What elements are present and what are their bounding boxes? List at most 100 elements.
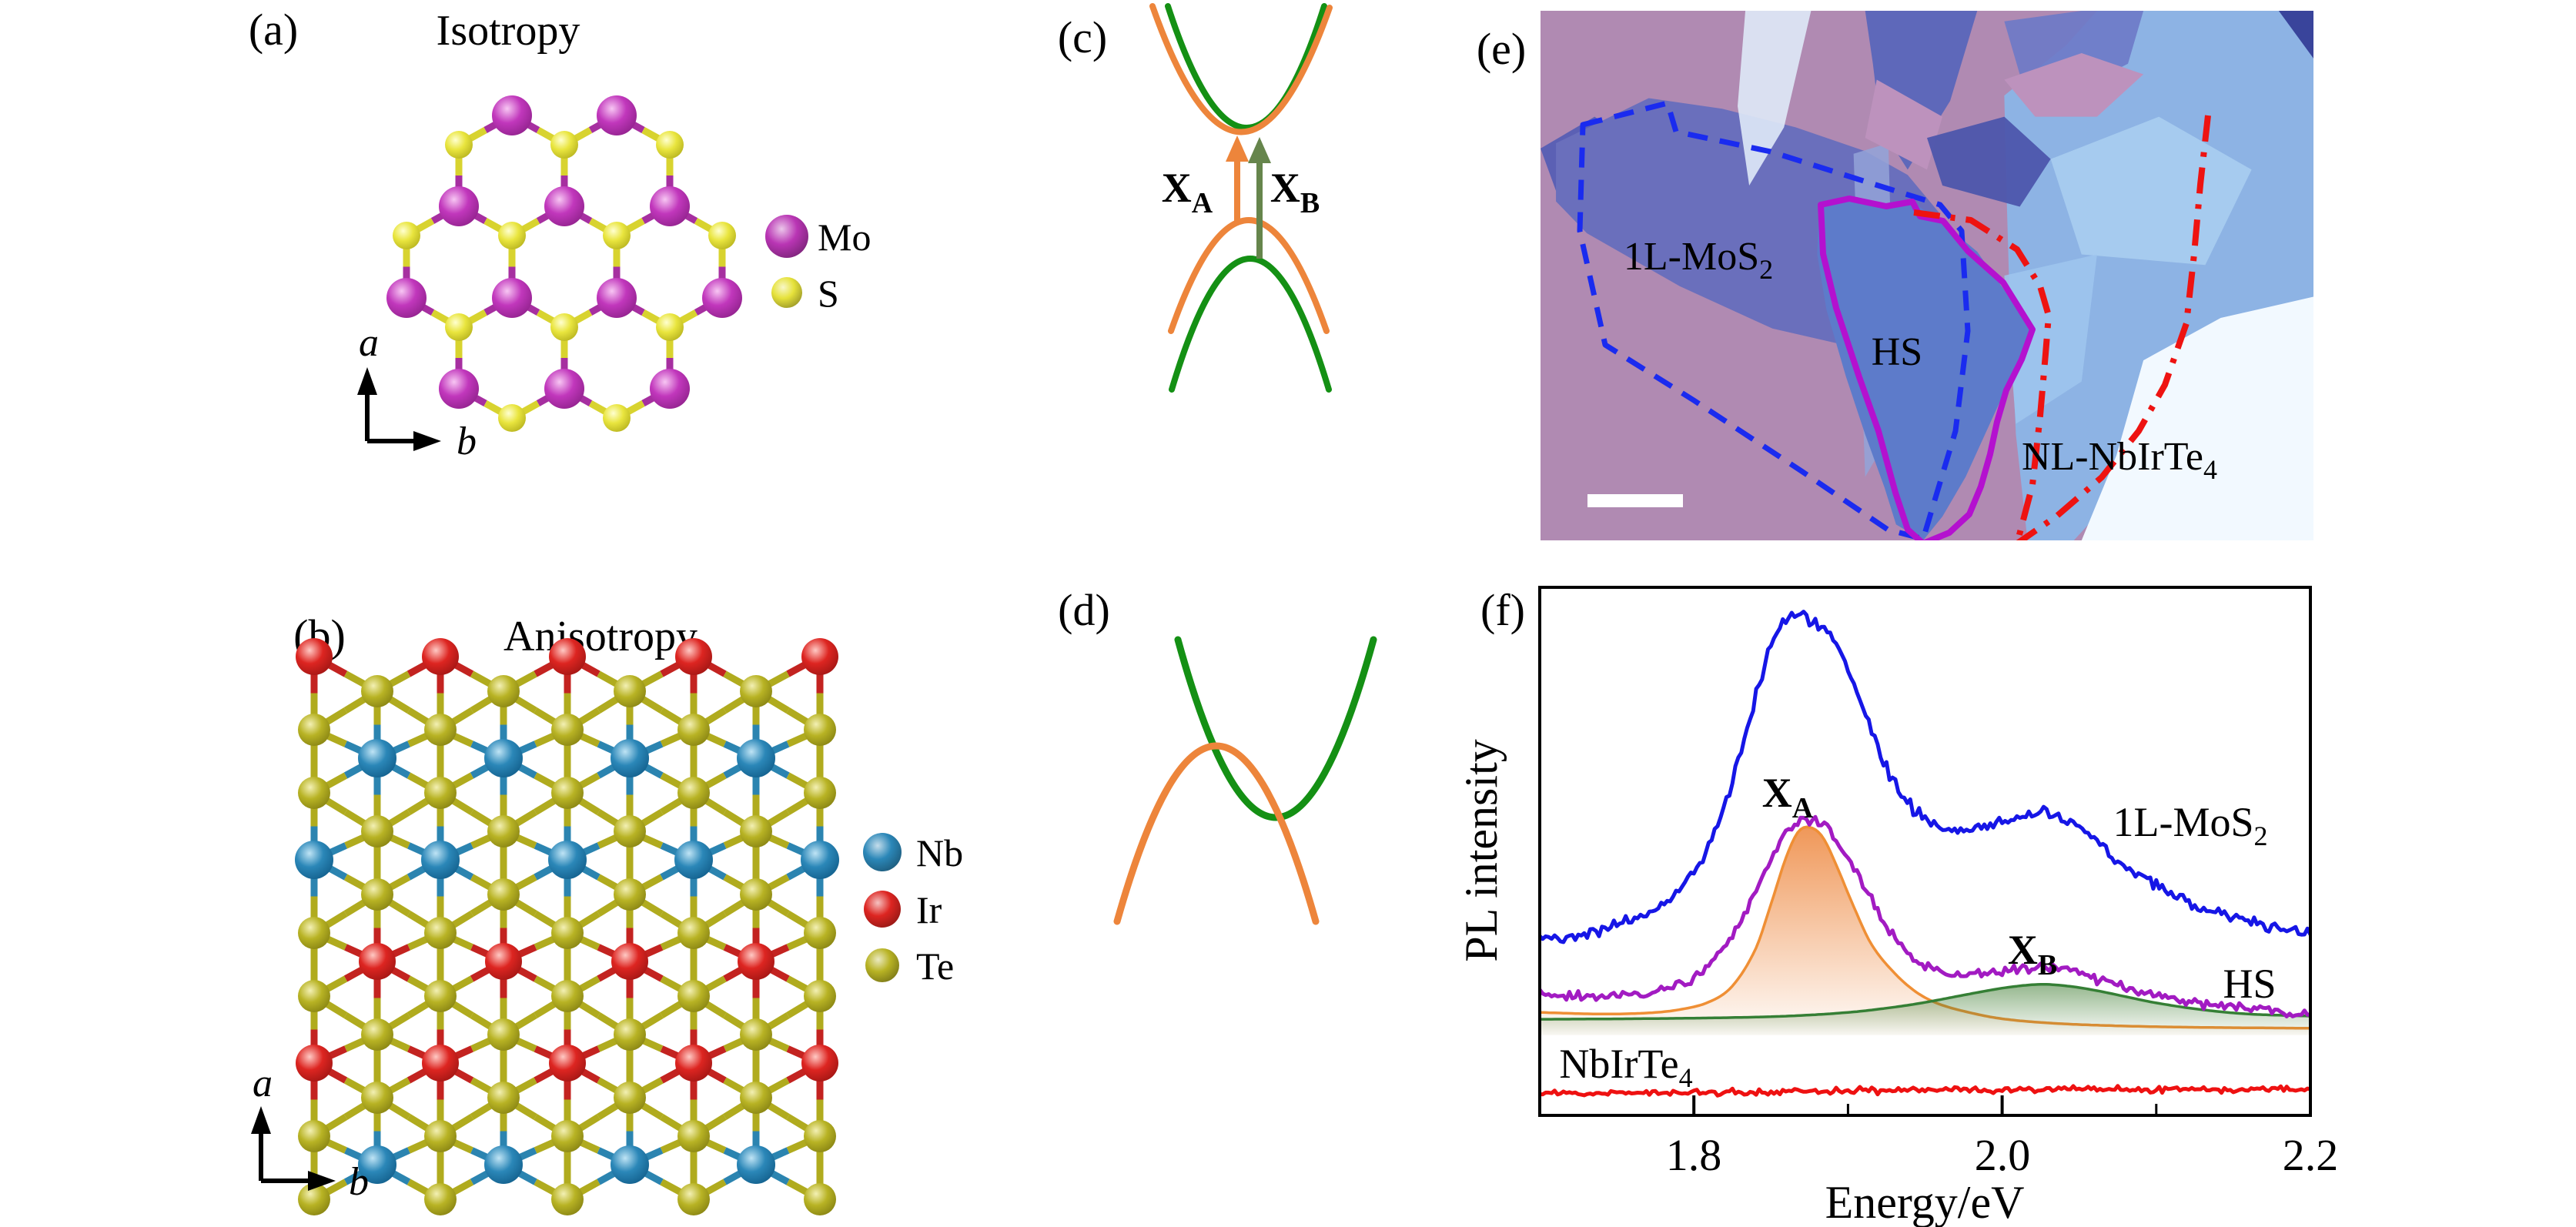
atom-Te	[740, 675, 772, 707]
atom-S	[603, 404, 631, 432]
atom-Te	[551, 917, 584, 949]
atom-Ir	[801, 638, 838, 675]
atom-Te	[424, 714, 457, 746]
legend-sphere-Nb	[863, 833, 902, 871]
axis-b-label: b	[457, 420, 477, 463]
atom-Te	[804, 1120, 836, 1152]
axis-a-label: a	[359, 321, 379, 365]
arrow-head	[1226, 135, 1249, 162]
atom-Mo	[492, 95, 532, 135]
atom-Mo	[439, 369, 479, 409]
y-axis-title: PL intensity	[1456, 739, 1507, 961]
atom-Te	[424, 917, 457, 949]
legend-sphere-Mo	[765, 215, 808, 258]
band-curves-anisotropic	[1113, 636, 1377, 925]
atom-Mo	[386, 278, 427, 318]
legend-label-ir: Ir	[916, 888, 942, 931]
exciton-a-label: XA	[1162, 165, 1213, 219]
atom-Mo	[650, 369, 690, 409]
atom-Mo	[492, 278, 532, 318]
atom-Nb	[611, 1145, 649, 1184]
panel-c-band-diagram: (c) XA XB	[1058, 3, 1333, 393]
atom-S	[445, 313, 473, 341]
atom-Ir	[675, 638, 712, 675]
flake-corner-dark	[2278, 11, 2313, 59]
axes-box	[1538, 586, 2312, 1117]
atom-S	[498, 222, 526, 249]
legend-label-mo: Mo	[818, 216, 871, 259]
band-curve	[1113, 742, 1320, 925]
atom-Ir	[296, 1045, 333, 1082]
atom-Nb	[801, 841, 839, 879]
atom-Te	[740, 1018, 772, 1051]
atom-Mo	[544, 369, 584, 409]
atom-Te	[677, 714, 710, 746]
atom-Te	[804, 777, 836, 809]
region-label-nbirte4: NL-NbIrTe4	[2022, 435, 2217, 485]
atom-Te	[298, 980, 330, 1012]
atom-Nb	[295, 841, 333, 879]
panel-e-micrograph: (e) 1L-MoS2 HS NL-NbIrTe4	[1477, 11, 2313, 540]
atom-S	[550, 313, 578, 341]
atom-Ir	[738, 943, 774, 980]
atom-Te	[487, 675, 520, 707]
tick-1.8: 1.8	[1666, 1130, 1722, 1180]
atom-Mo	[597, 95, 637, 135]
panel-a-label: (a)	[249, 5, 298, 55]
atoms	[295, 638, 839, 1215]
atom-Nb	[421, 841, 460, 879]
axis-b-label-b: b	[349, 1160, 369, 1204]
flake-lighter-patch-2	[2004, 254, 2097, 424]
atom-Nb	[484, 1145, 523, 1184]
atom-Nb	[674, 841, 713, 879]
panel-a-title: Isotropy	[437, 7, 580, 55]
region-label-hs: HS	[1872, 330, 1922, 374]
panel-a-legend	[765, 215, 808, 308]
scale-bar	[1587, 494, 1683, 507]
atom-Nb	[737, 739, 775, 777]
peak-label-xa: XA	[1762, 770, 1814, 824]
atom-Ir	[359, 943, 396, 980]
atom-Te	[487, 815, 520, 848]
atom-Te	[614, 1082, 646, 1114]
atom-Te	[740, 1082, 772, 1114]
panel-d-label: (d)	[1058, 585, 1110, 635]
curve-NbIrTe4	[1541, 1084, 2309, 1098]
atom-Nb	[737, 1145, 775, 1184]
mos2-outline	[1577, 100, 1971, 540]
atom-Nb	[548, 841, 587, 879]
band-curve	[1169, 256, 1332, 393]
atom-Ir	[485, 943, 522, 980]
atom-Te	[740, 878, 772, 911]
panel-a-isotropy: (a) Isotropy Mo S a b	[249, 5, 871, 463]
atom-Te	[361, 1082, 393, 1114]
panel-b-anisotropy: (b) Anisotropy Nb Ir Te a b	[251, 610, 963, 1215]
atom-Te	[424, 1120, 457, 1152]
atom-S	[393, 222, 420, 249]
x-axis-title: Energy/eV	[1825, 1177, 2025, 1227]
panel-f-label: (f)	[1480, 585, 1525, 635]
atom-Ir	[422, 638, 459, 675]
legend-label-te: Te	[916, 944, 954, 988]
atom-Te	[551, 1120, 584, 1152]
panel-b-legend	[863, 833, 902, 982]
atom-Te	[614, 1018, 646, 1051]
panel-c-label: (c)	[1058, 12, 1107, 62]
curve-label-hs: HS	[2223, 961, 2276, 1007]
mos2-lattice	[386, 95, 742, 432]
atom-Te	[361, 1018, 393, 1051]
atom-Mo	[597, 278, 637, 318]
atom-Te	[804, 980, 836, 1012]
panel-b-title: Anisotropy	[503, 613, 698, 660]
atom-S	[656, 131, 684, 159]
atom-Te	[677, 1120, 710, 1152]
panel-e-label: (e)	[1477, 24, 1526, 74]
atom-Te	[298, 1120, 330, 1152]
transition-arrows	[1226, 135, 1271, 259]
atom-Te	[361, 815, 393, 848]
atom-Nb	[484, 739, 523, 777]
crystal-axes-b	[251, 1106, 336, 1191]
flake-navy-chunk	[1927, 116, 2051, 207]
atom-Te	[298, 1183, 330, 1215]
